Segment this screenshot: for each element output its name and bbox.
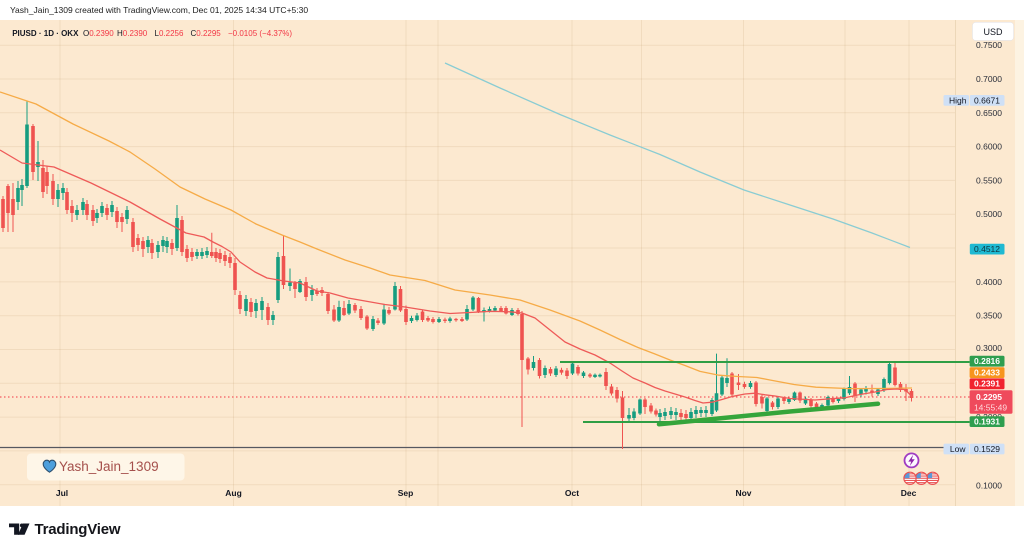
svg-text:14:55:49: 14:55:49 — [974, 402, 1007, 412]
svg-text:Jul: Jul — [56, 488, 68, 498]
svg-text:Dec: Dec — [901, 488, 917, 498]
svg-text:Low: Low — [950, 444, 966, 454]
svg-text:0.1000: 0.1000 — [976, 481, 1002, 491]
svg-text:0.2391: 0.2391 — [974, 379, 1000, 389]
svg-text:0.4512: 0.4512 — [974, 244, 1000, 254]
svg-text:Aug: Aug — [225, 488, 242, 498]
svg-text:0.6671: 0.6671 — [974, 95, 1000, 105]
svg-text:0.2295: 0.2295 — [976, 392, 1002, 402]
svg-text:0.1529: 0.1529 — [974, 444, 1000, 454]
svg-text:0.6000: 0.6000 — [976, 142, 1002, 152]
svg-text:0.2816: 0.2816 — [974, 356, 1000, 366]
svg-text:0.6500: 0.6500 — [976, 108, 1002, 118]
svg-text:Oct: Oct — [565, 488, 579, 498]
svg-text:0.5500: 0.5500 — [976, 175, 1002, 185]
svg-text:Yash_Jain_1309 created with Tr: Yash_Jain_1309 created with TradingView.… — [10, 5, 308, 15]
svg-text:Sep: Sep — [398, 488, 414, 498]
svg-text:0.3000: 0.3000 — [976, 343, 1002, 353]
svg-text:USD: USD — [983, 27, 1003, 37]
svg-text:0.5000: 0.5000 — [976, 209, 1002, 219]
svg-text:Nov: Nov — [735, 488, 751, 498]
svg-text:0.3500: 0.3500 — [976, 311, 1002, 321]
svg-text:Yash_Jain_1309: Yash_Jain_1309 — [59, 459, 159, 474]
svg-text:0.2433: 0.2433 — [974, 368, 1000, 378]
svg-text:0.7500: 0.7500 — [976, 40, 1002, 50]
svg-text:TradingView: TradingView — [35, 521, 121, 538]
svg-text:PIUSD · 1D · OKX: PIUSD · 1D · OKX — [12, 29, 79, 38]
svg-text:0.4000: 0.4000 — [976, 277, 1002, 287]
svg-text:0.1931: 0.1931 — [974, 417, 1000, 427]
svg-text:0.7000: 0.7000 — [976, 74, 1002, 84]
svg-text:High: High — [949, 95, 967, 105]
